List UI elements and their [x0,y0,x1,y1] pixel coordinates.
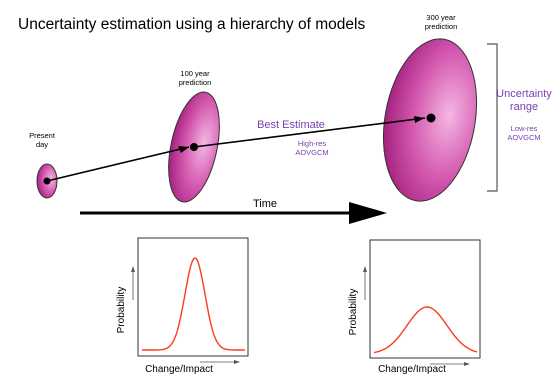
plot-2-y-axis-arrowhead [363,266,367,272]
plot-1-ylabel: Probability [116,287,127,334]
probability-plot-2: Probability Change/Impact [348,239,481,374]
uncertainty-sublabel-line1: Low-res [511,124,538,133]
plot-2-x-axis-arrowhead [464,362,470,366]
trajectory-arrowhead-2 [414,116,425,123]
100-year-label-line1: 100 year [180,69,210,78]
best-estimate-sublabel-line2: AOVGCM [295,148,328,157]
present-day-point [43,177,51,185]
time-arrowhead [349,202,387,224]
plot-2-xlabel: Change/Impact [378,364,446,374]
plot-1-curve [142,257,245,351]
trajectory-arrow-1 [46,146,190,182]
uncertainty-sublabel-line2: AOVGCM [507,133,540,142]
plot-1-x-axis-arrowhead [234,360,240,364]
plot-1-frame [137,237,249,357]
present-day-label-line1: Present [29,131,56,140]
uncertainty-label-line1: Uncertainty [496,88,552,100]
plot-1-xlabel: Change/Impact [145,364,213,374]
100-year-label-line2: prediction [179,78,212,87]
uncertainty-label-line2: range [510,101,538,113]
300-year-label-line1: 300 year [426,13,456,22]
300-year-point [426,113,436,123]
300-year-label-line2: prediction [425,22,458,31]
uncertainty-bracket [487,43,498,192]
trajectory-arrow-2 [193,117,426,148]
time-label: Time [253,198,277,210]
present-day-label-line2: day [36,140,48,149]
probability-plot-1: Probability Change/Impact [116,237,249,374]
plot-2-frame [369,239,481,359]
trajectory-arrowhead-1 [178,146,189,153]
best-estimate-label: Best Estimate [257,119,325,131]
plot-2-ylabel: Probability [348,289,359,336]
100-year-point [190,143,198,151]
plot-1-y-axis-arrowhead [131,266,135,272]
best-estimate-sublabel-line1: High-res [298,139,327,148]
diagram-title: Uncertainty estimation using a hierarchy… [18,16,365,33]
plot-2-curve [373,306,478,354]
